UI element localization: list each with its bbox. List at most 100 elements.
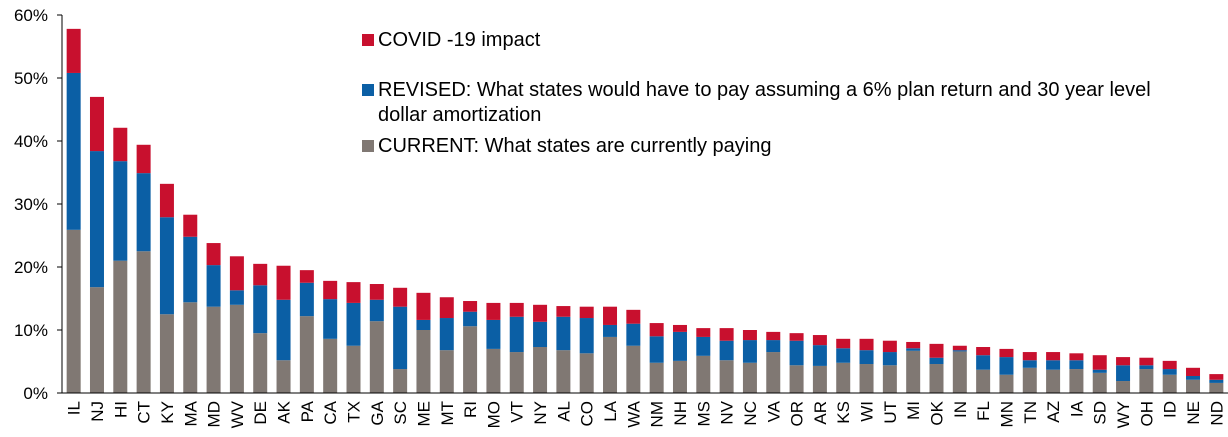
x-tick-label: SC [391, 401, 410, 425]
bar-segment [486, 348, 501, 393]
x-tick-label: NJ [88, 401, 107, 422]
y-tick-label: 0% [23, 384, 48, 403]
bar-segment [159, 217, 174, 315]
legend-entry: REVISED: What states would have to pay a… [362, 78, 1192, 128]
bar-segment [1139, 357, 1154, 366]
x-tick-label: OK [928, 400, 947, 425]
x-tick-label: KY [158, 401, 177, 424]
bar-segment [882, 365, 897, 393]
bar-segment [113, 127, 128, 162]
x-tick-label: MD [205, 401, 224, 427]
bar-segment [906, 341, 921, 349]
bar-segment [696, 336, 711, 356]
bar-segment [859, 350, 874, 365]
bar-segment [1022, 367, 1037, 393]
bar-segment [113, 260, 128, 393]
x-tick-label: PA [298, 400, 317, 422]
bar-segment [439, 318, 454, 351]
bar-segment [789, 365, 804, 393]
bar-segment [463, 301, 478, 312]
bar-segment [323, 338, 338, 393]
x-tick-label: MA [181, 400, 200, 426]
x-tick-label: SD [1091, 401, 1110, 425]
bar-segment [1116, 381, 1131, 393]
bar-segment [976, 347, 991, 356]
bar-segment [766, 331, 781, 341]
bar-segment [229, 256, 244, 291]
bar-segment [999, 374, 1014, 393]
bar-segment [229, 290, 244, 305]
bar-segment [439, 297, 454, 319]
bar-segment [1162, 360, 1177, 370]
bar-segment [299, 316, 314, 393]
bar-segment [906, 350, 921, 393]
bar-segment [952, 350, 967, 352]
legend-swatch [362, 34, 374, 46]
x-tick-label: IA [1067, 400, 1086, 417]
bar-segment [766, 340, 781, 353]
bar-segment [649, 323, 664, 337]
bar-segment [836, 338, 851, 349]
bar-segment [136, 144, 151, 174]
bar-segment [1046, 352, 1061, 361]
bar-segment [906, 348, 921, 351]
x-tick-label: IN [951, 401, 970, 418]
legend-swatch [362, 140, 374, 152]
x-tick-label: GA [368, 400, 387, 425]
bar-segment [882, 340, 897, 353]
x-tick-label: AL [554, 401, 573, 422]
bar-segment [649, 336, 664, 363]
bar-segment [253, 333, 268, 393]
x-tick-label: MI [904, 401, 923, 420]
bar-segment [719, 340, 734, 361]
bar-segment [346, 345, 361, 393]
x-tick-label: VT [508, 401, 527, 423]
bar-segment [136, 173, 151, 252]
x-tick-label: WY [1114, 401, 1133, 428]
bar-segment [742, 362, 757, 393]
bar-segment [393, 369, 408, 393]
bar-segment [742, 340, 757, 363]
x-tick-label: NY [531, 401, 550, 425]
bar-segment [183, 302, 198, 393]
bar-segment [1069, 369, 1084, 393]
x-tick-label: KS [834, 401, 853, 424]
bar-segment [66, 229, 81, 393]
x-tick-label: AZ [1044, 401, 1063, 423]
x-tick-label: IL [65, 401, 84, 415]
bar-segment [1139, 369, 1154, 393]
bar-segment [719, 360, 734, 393]
bar-segment [89, 96, 104, 152]
legend-label: CURRENT: What states are currently payin… [378, 135, 772, 157]
x-tick-label: LA [601, 400, 620, 421]
bar-segment [719, 328, 734, 341]
bar-segment [696, 328, 711, 337]
bar-segment [556, 316, 571, 351]
x-tick-label: CA [321, 400, 340, 424]
bar-segment [253, 285, 268, 334]
legend: COVID -19 impact REVISED: What states wou… [362, 28, 1192, 165]
legend-swatch [362, 84, 374, 96]
bar-segment [812, 335, 827, 346]
bar-segment [836, 348, 851, 363]
bar-segment [976, 355, 991, 370]
x-tick-label: TX [345, 401, 364, 423]
bar-segment [742, 330, 757, 341]
x-tick-label: MO [484, 401, 503, 428]
bar-segment [113, 161, 128, 261]
bar-segment [929, 357, 944, 365]
x-tick-label: VA [764, 400, 783, 422]
bar-segment [183, 236, 198, 303]
x-tick-label: MS [694, 401, 713, 427]
x-tick-label: UT [881, 401, 900, 424]
bar-segment [812, 365, 827, 393]
bar-segment [1186, 375, 1201, 380]
bar-segment [416, 319, 431, 330]
bar-segment [276, 360, 291, 393]
bar-segment [579, 353, 594, 393]
bar-segment [1162, 374, 1177, 393]
bar-segment [1022, 352, 1037, 361]
bar-segment [789, 333, 804, 341]
bar-segment [952, 351, 967, 393]
bar-segment [603, 306, 618, 325]
